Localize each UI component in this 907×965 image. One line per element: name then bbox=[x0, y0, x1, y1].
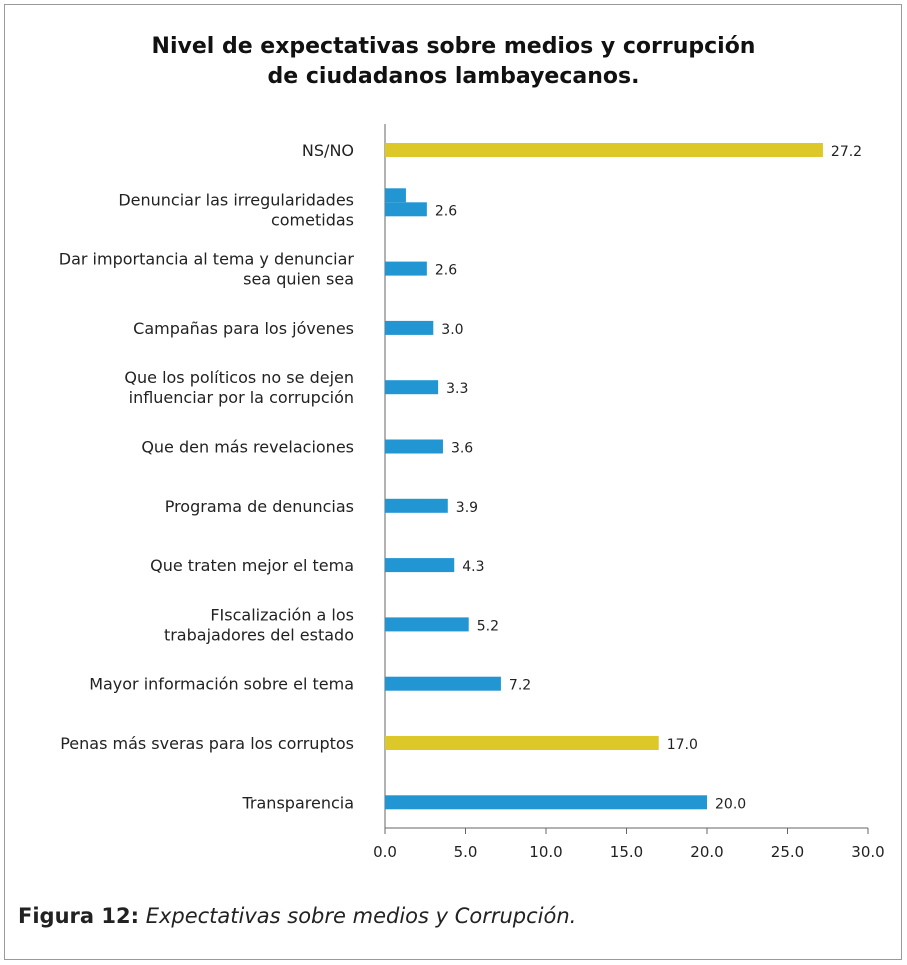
category-label: Dar importancia al tema y denunciar sea q… bbox=[59, 250, 355, 289]
caption-label: Figura 12: bbox=[18, 904, 139, 928]
category-label-line: NS/NO bbox=[302, 141, 354, 160]
category-label-line: Denunciar las irregularidades bbox=[118, 190, 354, 209]
caption-text: Expectativas sobre medios y Corrupción. bbox=[145, 904, 577, 928]
bar bbox=[385, 558, 455, 573]
category-label-line: Mayor información sobre el tema bbox=[89, 675, 354, 694]
bar-value-label: 3.3 bbox=[446, 381, 468, 397]
bar bbox=[385, 143, 823, 157]
bar bbox=[385, 676, 501, 691]
x-tick-label: 15.0 bbox=[610, 843, 643, 861]
bar-value-label: 7.2 bbox=[509, 678, 531, 694]
category-label: NS/NO bbox=[302, 141, 354, 160]
category-label-line: FIscalización a los bbox=[210, 605, 354, 624]
x-tick-label: 10.0 bbox=[529, 843, 562, 861]
category-label-line: cometidas bbox=[271, 210, 354, 229]
figure-frame bbox=[4, 4, 902, 960]
chart-title: Nivel de expectativas sobre medios y cor… bbox=[0, 32, 907, 92]
figure-caption: Figura 12: Expectativas sobre medios y C… bbox=[18, 904, 576, 928]
category-label-line: sea quien sea bbox=[243, 270, 354, 289]
bar-value-label: 5.2 bbox=[477, 618, 499, 634]
category-label-line: Programa de denuncias bbox=[165, 497, 354, 516]
bar-value-label: 2.6 bbox=[435, 263, 457, 279]
x-tick-label: 5.0 bbox=[454, 843, 478, 861]
category-label-line: Penas más sveras para los corruptos bbox=[60, 734, 354, 753]
category-label: Transparencia bbox=[242, 793, 355, 812]
category-label: Penas más sveras para los corruptos bbox=[60, 734, 354, 753]
bar-value-label: 3.0 bbox=[441, 322, 463, 338]
category-label: Campañas para los jóvenes bbox=[133, 319, 354, 338]
bar bbox=[385, 380, 439, 395]
x-tick-label: 30.0 bbox=[851, 843, 884, 861]
category-label: Que den más revelaciones bbox=[141, 438, 354, 457]
bar bbox=[385, 617, 469, 632]
category-label-line: Transparencia bbox=[242, 793, 355, 812]
category-label: FIscalización a los trabajadores del esta… bbox=[164, 605, 354, 644]
category-label: Que traten mejor el tema bbox=[150, 556, 354, 575]
bar-value-label: 2.6 bbox=[435, 203, 457, 219]
bar-value-label: 4.3 bbox=[462, 559, 484, 575]
category-label: Que los políticos no se dejen influenciar… bbox=[124, 368, 354, 407]
bar bbox=[385, 320, 434, 335]
bar-value-label: 3.9 bbox=[456, 500, 478, 516]
bar-value-label: 3.6 bbox=[451, 441, 473, 457]
x-tick-label: 0.0 bbox=[373, 843, 397, 861]
chart-title-line1: Nivel de expectativas sobre medios y cor… bbox=[151, 34, 756, 59]
category-label-line: Que den más revelaciones bbox=[141, 438, 354, 457]
chart-title-line2: de ciudadanos lambayecanos. bbox=[267, 64, 640, 89]
category-label-line: influenciar por la corrupción bbox=[129, 388, 354, 407]
bar bbox=[385, 202, 427, 217]
category-label: Programa de denuncias bbox=[165, 497, 354, 516]
x-tick-label: 20.0 bbox=[690, 843, 723, 861]
x-tick-label: 25.0 bbox=[771, 843, 804, 861]
bar-value-label: 17.0 bbox=[667, 737, 698, 753]
bar-step bbox=[385, 188, 406, 203]
category-label: Denunciar las irregularidades cometidas bbox=[118, 190, 354, 229]
bar bbox=[385, 439, 443, 454]
bar bbox=[385, 795, 707, 810]
category-label-line: Que los políticos no se dejen bbox=[124, 368, 354, 387]
category-label-line: trabajadores del estado bbox=[164, 625, 354, 644]
bar-value-label: 27.2 bbox=[831, 144, 862, 160]
bar bbox=[385, 498, 448, 513]
bar-value-label: 20.0 bbox=[715, 796, 746, 812]
bar bbox=[385, 261, 427, 276]
category-label-line: Campañas para los jóvenes bbox=[133, 319, 354, 338]
bar bbox=[385, 736, 659, 750]
category-label-line: Dar importancia al tema y denunciar bbox=[59, 250, 355, 269]
category-label: Mayor información sobre el tema bbox=[89, 675, 354, 694]
category-label-line: Que traten mejor el tema bbox=[150, 556, 354, 575]
